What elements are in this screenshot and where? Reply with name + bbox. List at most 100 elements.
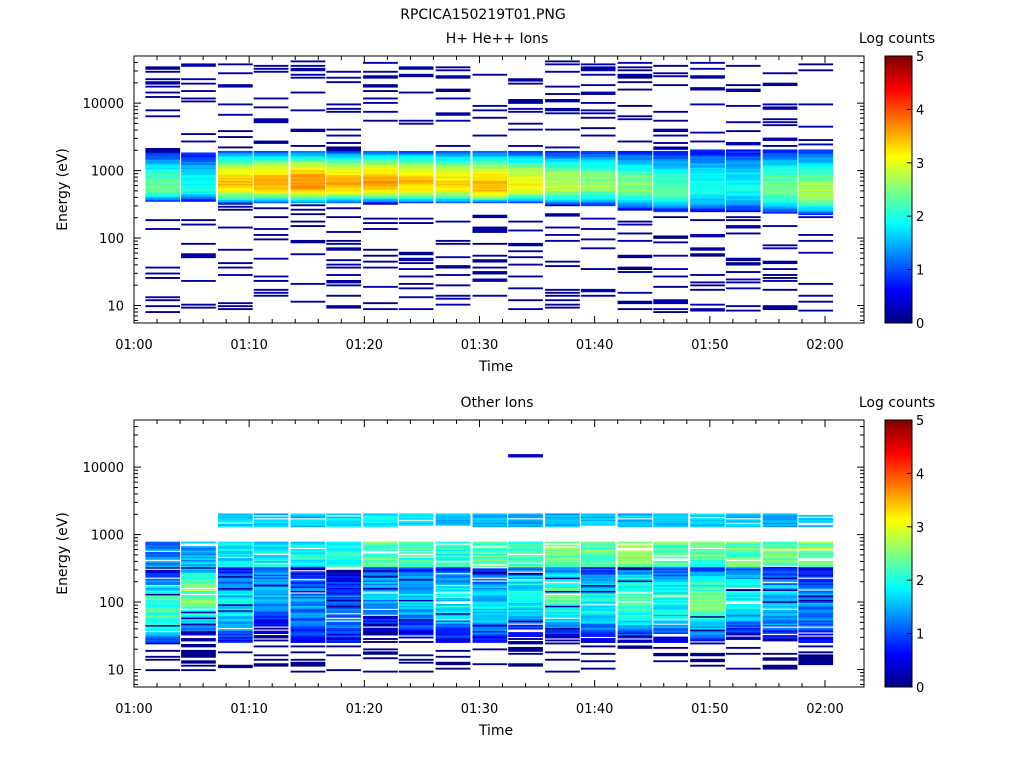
heatmap-cell	[398, 222, 434, 225]
heatmap-cell	[398, 595, 434, 597]
colorbar-step	[885, 669, 912, 672]
heatmap-cell	[580, 652, 616, 655]
heatmap-cell	[290, 516, 326, 519]
heatmap-cell	[762, 162, 798, 165]
heatmap-cell	[798, 139, 834, 141]
heatmap-cell	[253, 621, 289, 624]
colorbar-step	[885, 435, 912, 439]
heatmap-cell	[725, 614, 761, 617]
heatmap-cell	[798, 544, 834, 547]
heatmap-cell	[181, 189, 216, 192]
heatmap-cell	[508, 560, 543, 563]
x-axis-label: Time	[478, 359, 513, 375]
heatmap-cell	[326, 632, 361, 634]
heatmap-cell	[181, 219, 216, 222]
heatmap-cell	[617, 73, 653, 76]
heatmap-cell	[145, 198, 181, 201]
heatmap-cell	[617, 140, 653, 143]
heatmap-cell	[363, 168, 398, 171]
heatmap-cell	[472, 116, 508, 119]
heatmap-cell	[398, 259, 434, 262]
heatmap-cell	[798, 517, 834, 520]
heatmap-cell	[580, 543, 616, 545]
heatmap-cell	[435, 632, 471, 634]
heatmap-cell	[435, 608, 471, 611]
heatmap-cell	[181, 651, 216, 654]
heatmap-cell	[181, 196, 216, 199]
heatmap-cell	[290, 635, 326, 637]
heatmap-cell	[363, 308, 398, 311]
heatmap-cell	[290, 64, 326, 67]
heatmap-cell	[690, 196, 725, 199]
heatmap-cell	[725, 636, 761, 639]
colorbar-step	[885, 671, 912, 675]
heatmap-cell	[253, 617, 289, 620]
heatmap-cell	[545, 174, 580, 177]
heatmap-cell	[181, 627, 216, 630]
heatmap-cell	[363, 228, 398, 230]
heatmap-cell	[580, 228, 616, 230]
heatmap-cell	[218, 183, 253, 186]
heatmap-cell	[290, 554, 326, 557]
heatmap-cell	[617, 190, 653, 193]
heatmap-cell	[181, 164, 216, 167]
heatmap-cell	[762, 572, 798, 575]
heatmap-cell	[290, 658, 326, 661]
heatmap-cell	[290, 566, 326, 569]
heatmap-cell	[653, 566, 688, 569]
heatmap-cell	[617, 523, 653, 526]
heatmap-cell	[181, 589, 216, 591]
heatmap-cell	[653, 161, 688, 164]
heatmap-cell	[725, 563, 761, 566]
heatmap-cell	[472, 216, 508, 219]
heatmap-cell	[181, 652, 216, 655]
heatmap-cell	[690, 562, 725, 565]
heatmap-cell	[545, 560, 580, 563]
heatmap-cell	[580, 605, 616, 608]
heatmap-cell	[398, 183, 434, 186]
heatmap-cell	[798, 174, 834, 177]
heatmap-cell	[398, 578, 434, 581]
heatmap-cell	[798, 179, 834, 181]
heatmap-cell	[290, 546, 326, 548]
heatmap-cell	[290, 563, 326, 566]
heatmap-cell	[145, 196, 181, 199]
heatmap-cell	[326, 231, 361, 233]
heatmap-cell	[762, 552, 798, 554]
heatmap-cell	[398, 658, 434, 661]
heatmap-cell	[181, 632, 216, 634]
heatmap-cell	[762, 279, 798, 282]
heatmap-cell	[253, 599, 289, 602]
heatmap-cell	[725, 167, 761, 170]
heatmap-cell	[725, 193, 761, 196]
heatmap-cell	[218, 226, 253, 229]
heatmap-cell	[253, 522, 289, 525]
heatmap-cell	[435, 614, 471, 617]
heatmap-cell	[145, 595, 181, 597]
colorbar-step	[885, 682, 912, 686]
heatmap-cell	[326, 173, 361, 176]
heatmap-cell	[617, 525, 653, 528]
heatmap-cell	[398, 522, 434, 525]
y-tick-label: 100	[99, 232, 124, 247]
heatmap-cell	[472, 592, 508, 594]
heatmap-cell	[290, 550, 326, 553]
heatmap-cell	[798, 569, 834, 572]
heatmap-cell	[545, 213, 580, 216]
colorbar-step	[885, 234, 912, 237]
heatmap-cell	[218, 543, 253, 545]
heatmap-cell	[545, 265, 580, 268]
heatmap-cell	[508, 158, 543, 161]
heatmap-cell	[545, 152, 580, 155]
heatmap-cell	[435, 621, 471, 624]
heatmap-cell	[218, 517, 253, 520]
heatmap-cell	[363, 599, 398, 602]
heatmap-cell	[218, 618, 253, 621]
heatmap-cell	[545, 514, 580, 517]
heatmap-cell	[181, 185, 216, 187]
panel-title: H+ He++ Ions	[446, 31, 549, 47]
heatmap-cell	[398, 557, 434, 560]
heatmap-cell	[326, 583, 361, 586]
heatmap-cell	[798, 514, 834, 517]
